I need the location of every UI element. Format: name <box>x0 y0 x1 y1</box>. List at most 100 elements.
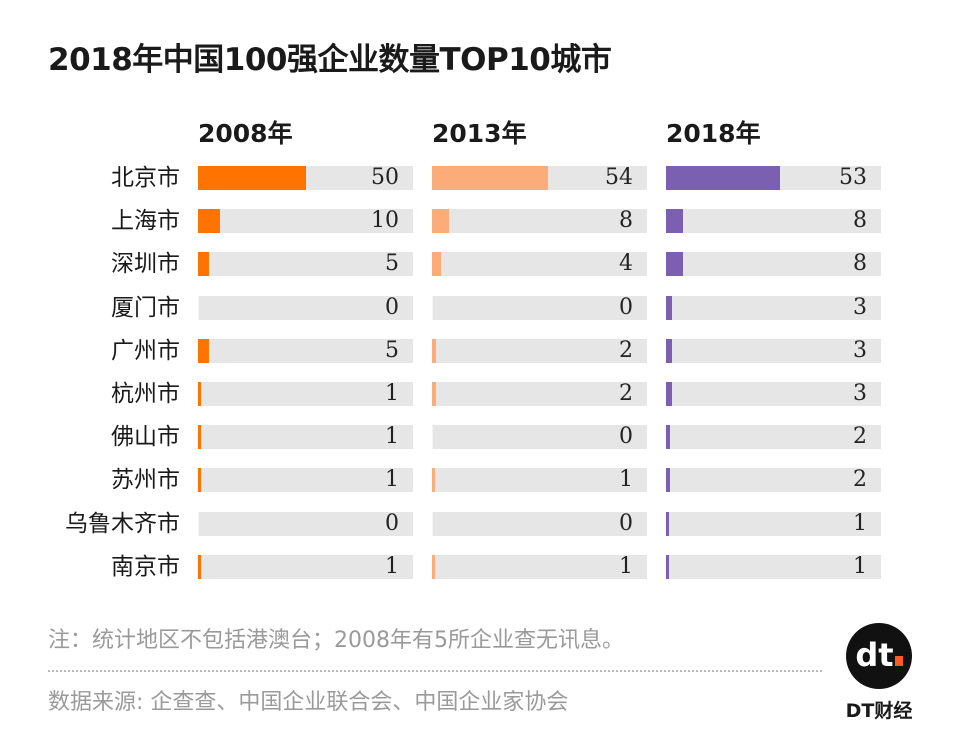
data-label: 0 <box>619 510 633 536</box>
data-label: 0 <box>619 294 633 320</box>
bar <box>198 382 201 406</box>
bar-track: 5 <box>198 251 413 277</box>
bar <box>666 511 669 536</box>
bar-track: 1 <box>198 553 413 579</box>
data-label: 50 <box>371 165 399 190</box>
bar-track: 8 <box>666 251 881 277</box>
bar <box>198 425 201 450</box>
bar-track: 2 <box>432 337 647 363</box>
bar <box>432 338 437 363</box>
bar-track: 1 <box>198 382 413 406</box>
series-header: 2018年 <box>666 119 761 148</box>
bar-track: 1 <box>432 467 647 493</box>
bar <box>432 209 450 234</box>
bar-track: 0 <box>432 424 647 450</box>
data-label: 1 <box>385 424 399 450</box>
bar-track: 8 <box>432 208 647 234</box>
bar-track: 0 <box>198 294 413 320</box>
bar <box>666 295 673 320</box>
bar <box>198 338 209 363</box>
data-label: 3 <box>853 337 867 363</box>
bar <box>666 209 684 234</box>
dt-logo-icon: dt <box>846 623 912 689</box>
data-label: 4 <box>619 251 633 277</box>
category-label: 杭州市 <box>111 381 180 407</box>
bar <box>432 425 433 450</box>
bar-track: 50 <box>198 166 413 190</box>
bar <box>432 554 435 579</box>
data-label: 8 <box>619 208 633 234</box>
data-label: 0 <box>385 294 399 320</box>
bar <box>666 425 671 450</box>
bar-track: 5 <box>198 337 413 363</box>
data-label: 53 <box>839 165 867 190</box>
bar-track: 3 <box>666 382 881 406</box>
data-label: 1 <box>385 467 399 493</box>
data-label: 1 <box>619 553 633 579</box>
category-label: 南京市 <box>111 553 180 580</box>
data-label: 1 <box>619 467 633 493</box>
divider <box>48 670 822 672</box>
bar <box>432 295 433 320</box>
bar-track: 0 <box>432 294 647 320</box>
category-label: 广州市 <box>111 337 180 364</box>
category-label: 厦门市 <box>111 294 180 321</box>
brand-name: DT财经 <box>845 700 913 722</box>
bar <box>432 252 441 277</box>
data-label: 2 <box>853 467 867 493</box>
category-label: 乌鲁木齐市 <box>65 510 180 537</box>
bar-track: 2 <box>666 467 881 493</box>
bar-track: 2 <box>666 424 881 450</box>
bar-track: 2 <box>432 382 647 406</box>
bar <box>432 511 433 536</box>
bar <box>666 554 669 579</box>
bar <box>198 468 201 493</box>
bar-track: 1 <box>198 467 413 493</box>
bar <box>666 338 673 363</box>
bar <box>432 468 435 493</box>
data-label: 1 <box>385 553 399 579</box>
bar <box>666 252 684 277</box>
bar-track: 3 <box>666 337 881 363</box>
bar <box>198 209 220 234</box>
data-label: 5 <box>385 251 399 277</box>
data-label: 5 <box>385 337 399 363</box>
bar-track: 0 <box>432 510 647 536</box>
data-label: 2 <box>619 381 633 406</box>
bar-track: 0 <box>198 510 413 536</box>
data-label: 2 <box>619 337 633 363</box>
chart-title: 2018年中国100强企业数量TOP10城市 <box>48 42 612 78</box>
data-label: 1 <box>853 510 867 536</box>
bar-track: 1 <box>666 553 881 579</box>
data-source: 数据来源: 企查查、中国企业联合会、中国企业家协会 <box>48 690 569 715</box>
bar <box>432 166 549 190</box>
bar-track: 1 <box>198 424 413 450</box>
bar-track: 54 <box>432 166 647 190</box>
category-label: 佛山市 <box>111 424 180 451</box>
data-label: 54 <box>605 165 633 190</box>
data-label: 0 <box>385 510 399 536</box>
bar-track: 4 <box>432 251 647 277</box>
data-label: 1 <box>853 553 867 579</box>
data-label: 8 <box>853 251 867 277</box>
data-label: 1 <box>385 381 399 406</box>
bar <box>198 554 201 579</box>
bar <box>666 166 780 190</box>
series-header: 2008年 <box>198 119 293 148</box>
bar-track: 3 <box>666 294 881 320</box>
data-label: 3 <box>853 381 867 406</box>
data-label: 0 <box>619 424 633 450</box>
bar <box>666 468 671 493</box>
bar <box>198 252 209 277</box>
category-label: 深圳市 <box>111 251 180 278</box>
bar <box>198 511 199 536</box>
category-label: 北京市 <box>111 165 180 191</box>
bar <box>666 382 673 406</box>
bar <box>198 166 306 190</box>
data-label: 3 <box>853 294 867 320</box>
series-header: 2013年 <box>432 119 527 148</box>
data-label: 8 <box>853 208 867 234</box>
bar-track: 1 <box>432 553 647 579</box>
data-label: 2 <box>853 424 867 450</box>
category-label: 上海市 <box>111 208 180 235</box>
